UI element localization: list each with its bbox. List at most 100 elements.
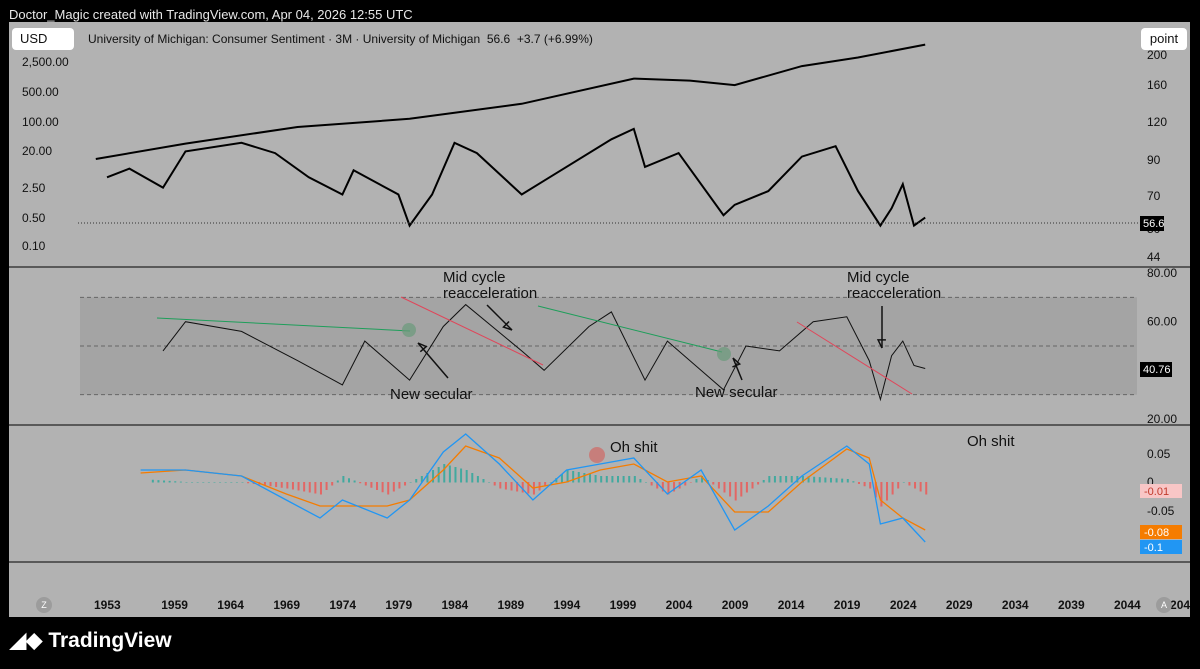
tradingview-logo: ◢◆ TradingView: [10, 628, 172, 653]
histogram-bar: [925, 482, 928, 495]
x-axis-tick: 1979: [385, 598, 412, 612]
histogram-bar: [779, 476, 782, 483]
value-badge: [1140, 525, 1182, 539]
histogram-bar: [611, 476, 614, 483]
x-axis-tick: 2034: [1002, 598, 1029, 612]
histogram-bar: [432, 470, 435, 483]
signal-line: [140, 445, 926, 531]
histogram-bar: [426, 473, 429, 483]
index-series-line: [95, 43, 926, 160]
value-badge-text: -0.1: [1144, 542, 1163, 554]
histogram-bar: [650, 482, 653, 486]
histogram-bar: [560, 474, 563, 483]
histogram-bar: [398, 482, 401, 489]
histogram-bar: [824, 477, 827, 483]
value-badge: [1140, 540, 1182, 554]
histogram-bar: [891, 482, 894, 495]
histogram-bar: [168, 480, 171, 483]
histogram-bar: [790, 476, 793, 483]
zoom-button[interactable]: Z: [36, 597, 52, 613]
histogram-bar: [807, 476, 810, 483]
red-trendline: [400, 296, 544, 366]
histogram-bar: [219, 482, 222, 483]
attribution-bar: Doctor_Magic created with TradingView.co…: [0, 0, 1200, 28]
histogram-bar: [269, 482, 272, 487]
annotation-oh-shit: Oh shit: [610, 439, 658, 456]
arrow-head: [732, 357, 742, 368]
histogram-bar: [863, 482, 866, 487]
arrow-head: [417, 342, 428, 353]
histogram-bar: [314, 482, 317, 494]
histogram-bar: [740, 482, 743, 497]
histogram-bar: [633, 476, 636, 483]
left-axis-tick: 2,500.00: [22, 55, 69, 69]
histogram-bar: [230, 482, 233, 483]
auto-scale-button[interactable]: A: [1156, 597, 1172, 613]
arrow-head: [502, 320, 513, 331]
histogram-bar: [712, 482, 715, 485]
value-badge-text: -0.08: [1144, 527, 1169, 539]
histogram-bar: [600, 476, 603, 483]
histogram-bar: [869, 482, 872, 489]
histogram-bar: [701, 476, 704, 483]
histogram-bar: [594, 475, 597, 483]
histogram-bar: [829, 477, 832, 483]
currency-button[interactable]: USD: [12, 28, 74, 50]
histogram-bar: [347, 478, 350, 483]
histogram-bar: [247, 482, 250, 484]
histogram-bar: [661, 482, 664, 492]
last-value-text: 40.76: [1143, 364, 1171, 376]
legend-value: 56.6: [486, 32, 511, 46]
right-axis-tick: 70: [1147, 189, 1161, 203]
histogram-bar: [510, 482, 513, 491]
histogram-bar: [376, 482, 379, 490]
histogram-bar: [392, 482, 395, 492]
histogram-bar: [555, 478, 558, 483]
histogram-bar: [673, 482, 676, 492]
histogram-bar: [499, 482, 502, 489]
histogram-bar: [364, 482, 367, 486]
right-axis-tick: 120: [1147, 115, 1167, 129]
histogram-bar: [185, 482, 188, 483]
histogram-bar: [723, 482, 726, 493]
histogram-bar: [572, 471, 575, 483]
histogram-bar: [381, 482, 384, 493]
histogram-bar: [874, 482, 877, 498]
macd-line: [140, 433, 926, 543]
histogram-bar: [303, 482, 306, 492]
green-trendline: [537, 305, 723, 353]
x-axis-tick: 1984: [441, 598, 468, 612]
right-axis-tick: 44: [1147, 250, 1161, 264]
histogram-bar: [202, 482, 205, 483]
histogram-bar: [656, 482, 659, 489]
x-axis-tick: 204: [1170, 598, 1190, 612]
histogram-bar: [331, 482, 334, 486]
histogram-bar: [443, 464, 446, 483]
histogram-bar: [157, 480, 160, 483]
histogram-bar: [768, 476, 771, 483]
histogram-bar: [628, 476, 631, 483]
histogram-bar: [297, 482, 300, 491]
histogram-bar: [583, 473, 586, 483]
x-axis-tick: 1969: [273, 598, 300, 612]
histogram-bar: [667, 482, 670, 495]
histogram-bar: [359, 482, 362, 484]
x-axis-tick: 2029: [946, 598, 973, 612]
x-axis-tick: 2004: [666, 598, 693, 612]
histogram-bar: [465, 470, 468, 483]
histogram-bar: [471, 473, 474, 483]
x-axis-tick: 2024: [890, 598, 917, 612]
units-button[interactable]: point: [1141, 28, 1187, 50]
histogram-bar: [588, 474, 591, 483]
left-axis-tick: 0.50: [22, 211, 46, 225]
histogram-bar: [488, 482, 491, 483]
histogram-bar: [151, 479, 154, 483]
x-axis-tick: 1994: [554, 598, 581, 612]
histogram-bar: [897, 482, 900, 489]
chart-legend: University of Michigan: Consumer Sentime…: [88, 32, 593, 46]
annotation-new-secular: New secular: [390, 386, 473, 403]
x-axis-tick: 1959: [161, 598, 188, 612]
histogram-bar: [544, 482, 547, 487]
histogram-bar: [224, 482, 227, 483]
